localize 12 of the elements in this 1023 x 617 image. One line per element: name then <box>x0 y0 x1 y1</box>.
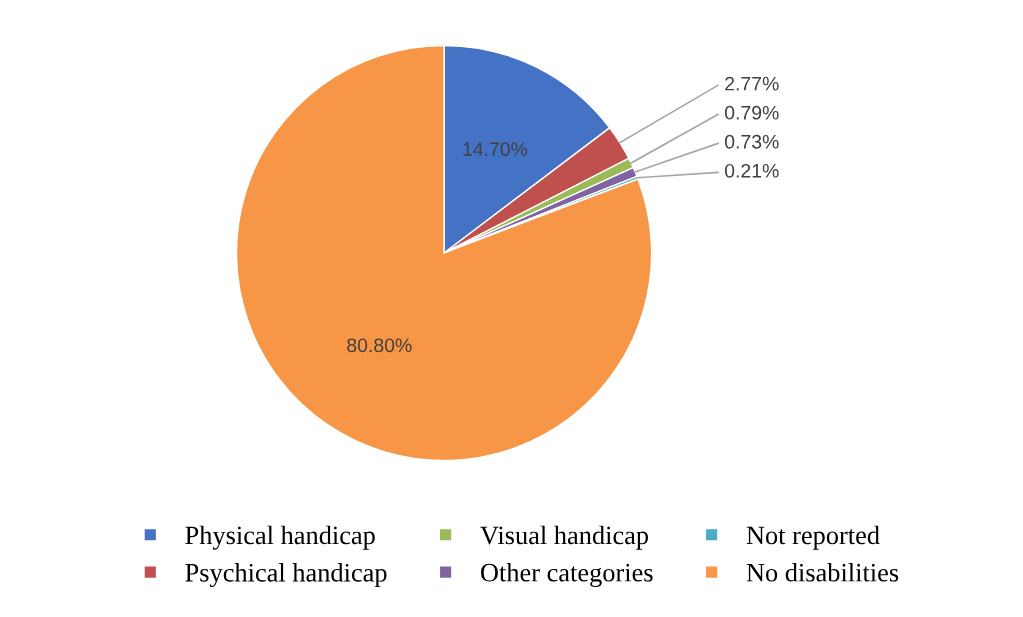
legend-label: Psychical handicap <box>185 563 387 588</box>
data-label: 80.80% <box>347 338 412 353</box>
data-label: 0.21% <box>724 163 779 178</box>
legend-label: Other categories <box>481 563 653 588</box>
data-label: 0.79% <box>724 105 779 120</box>
legend-label: Physical handicap <box>185 525 375 550</box>
legend-label: Visual handicap <box>480 525 649 550</box>
data-label: 14.70% <box>463 142 528 156</box>
legend-label: Not reported <box>746 525 880 550</box>
data-label: 2.77% <box>725 76 779 91</box>
legend-label: No disabilities <box>746 563 899 582</box>
data-label: 0.73% <box>724 134 779 149</box>
